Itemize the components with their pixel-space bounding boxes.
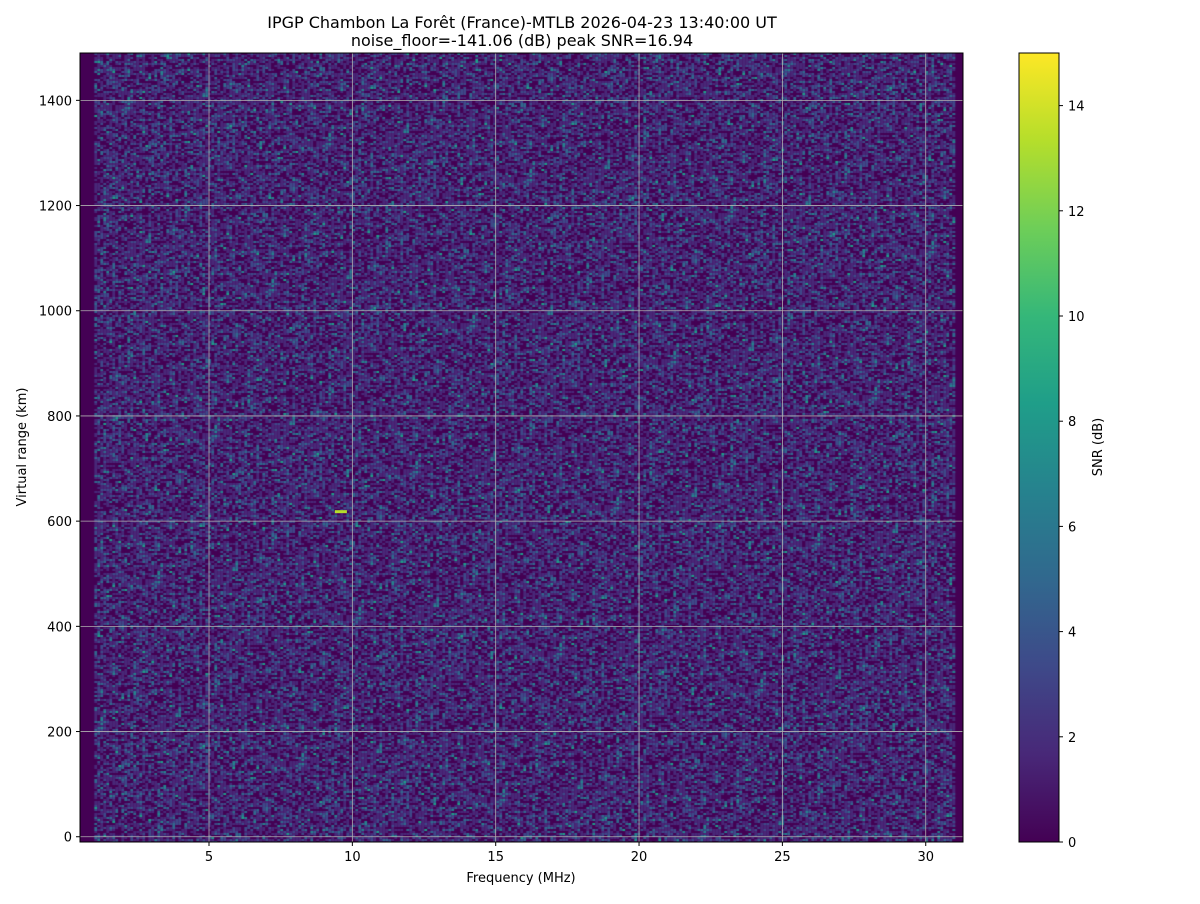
- x-axis-label: Frequency (MHz): [466, 871, 575, 886]
- echo-feature-0: [334, 510, 347, 514]
- y-axis-label: Virtual range (km): [15, 388, 30, 507]
- x-tick-label: 10: [344, 850, 361, 865]
- chart-title: IPGP Chambon La Forêt (France)-MTLB 2026…: [267, 13, 777, 32]
- plot-area: [80, 53, 963, 842]
- x-tick-label: 5: [205, 850, 213, 865]
- x-tick-label: 20: [631, 850, 648, 865]
- colorbar-tick-label: 0: [1068, 836, 1076, 851]
- x-tick-label: 25: [774, 850, 791, 865]
- colorbar-tick-label: 4: [1068, 626, 1076, 641]
- y-tick-label: 1000: [39, 305, 72, 320]
- grid-lines: [80, 53, 963, 842]
- y-tick-label: 1400: [39, 94, 72, 109]
- colorbar-tick-label: 10: [1068, 310, 1085, 325]
- plot-frame: [79, 52, 964, 843]
- colorbar-label: SNR (dB): [1091, 418, 1106, 476]
- colorbar-tick-label: 12: [1068, 205, 1085, 220]
- y-tick-label: 800: [47, 410, 72, 425]
- x-tick-label: 15: [487, 850, 504, 865]
- y-tick-label: 200: [47, 726, 72, 741]
- chart-subtitle: noise_floor=-141.06 (dB) peak SNR=16.94: [351, 31, 693, 51]
- echo-features: [334, 510, 347, 514]
- colorbar-gradient: [1019, 53, 1059, 842]
- colorbar-tick-label: 8: [1068, 415, 1076, 430]
- colorbar: 0 2 4 6 8 10 12 14 SNR (dB): [1018, 52, 1106, 851]
- x-tick-label: 30: [917, 850, 934, 865]
- colorbar-tick-label: 14: [1068, 100, 1085, 115]
- colorbar-frame: [1018, 52, 1060, 843]
- colorbar-ticks: 0 2 4 6 8 10 12 14: [1059, 100, 1085, 851]
- heatmap-noise-field: [80, 53, 963, 842]
- y-tick-label: 1200: [39, 200, 72, 215]
- y-tick-label: 0: [64, 831, 72, 846]
- colorbar-tick-label: 2: [1068, 731, 1076, 746]
- y-tick-label: 600: [47, 515, 72, 530]
- y-tick-label: 400: [47, 620, 72, 635]
- x-axis-ticks: 5 10 15 20 25 30: [205, 842, 934, 865]
- colorbar-tick-label: 6: [1068, 520, 1076, 535]
- y-axis-ticks: 0 200 400 600 800 1000 1200 1400: [39, 94, 80, 846]
